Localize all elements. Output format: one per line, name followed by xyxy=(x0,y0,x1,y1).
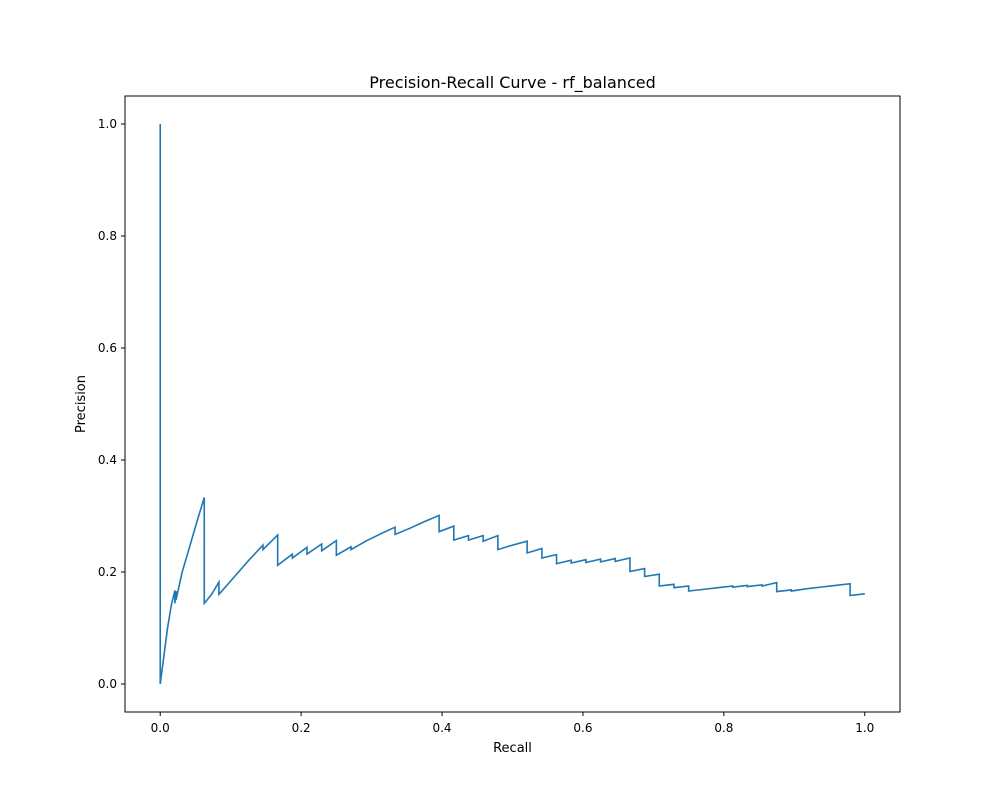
y-tick-label: 0.8 xyxy=(98,229,117,243)
x-tick-label: 0.8 xyxy=(714,721,733,735)
axes-frame xyxy=(124,95,901,713)
chart-title: Precision-Recall Curve - rf_balanced xyxy=(369,73,656,93)
x-tick-label: 1.0 xyxy=(855,721,874,735)
y-tick-label: 0.2 xyxy=(98,565,117,579)
x-tick-label: 0.0 xyxy=(151,721,170,735)
x-tick-label: 0.6 xyxy=(573,721,592,735)
series-layer xyxy=(159,124,865,685)
y-tick-label: 0.6 xyxy=(98,341,117,355)
x-axis-label: Recall xyxy=(493,741,532,756)
y-tick-label: 0.0 xyxy=(98,677,117,691)
x-tick-label: 0.2 xyxy=(292,721,311,735)
y-axis-label: Precision xyxy=(74,375,89,433)
x-axis: 0.0 0.2 0.4 0.6 0.8 1.0 xyxy=(151,712,874,735)
pr-curve-line xyxy=(159,124,865,685)
y-axis: 0.0 0.2 0.4 0.6 0.8 1.0 xyxy=(98,117,125,691)
x-tick-label: 0.4 xyxy=(432,721,451,735)
plot-area xyxy=(124,95,901,713)
y-tick-label: 1.0 xyxy=(98,117,117,131)
y-tick-label: 0.4 xyxy=(98,453,117,467)
